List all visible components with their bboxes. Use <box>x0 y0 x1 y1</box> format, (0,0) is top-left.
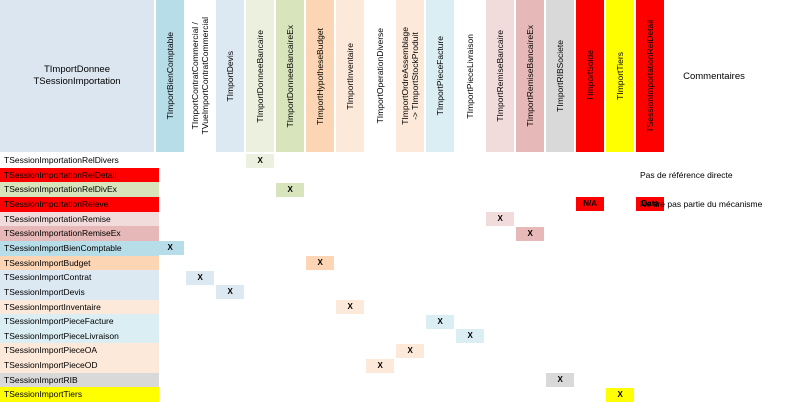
mapping-cell: X <box>486 212 515 227</box>
column-header: TImportSolde <box>576 0 605 152</box>
mapping-cell: X <box>516 226 545 241</box>
row-header: TSessionImportBudget <box>0 255 159 271</box>
mapping-cell: X <box>246 153 275 168</box>
column-header: TImportRemiseBancaire <box>486 0 515 152</box>
mapping-cell: X <box>366 358 395 373</box>
row-header: TSessionImportTiers <box>0 387 159 403</box>
row-header: TSessionImportBienComptable <box>0 240 159 256</box>
column-header: TImportPieceLivraison <box>456 0 485 152</box>
column-header: TImportContratCommercial / TVueImportCon… <box>186 0 215 152</box>
column-header-label: TImportInventaire <box>345 42 356 110</box>
column-header-label: TImportDonneeBancaire <box>255 29 266 123</box>
column-header-label: TImportHypotheseBudget <box>315 27 326 125</box>
row-comment: Pas de référence directe <box>640 169 733 180</box>
column-header: TImportOrdreAssemblage -> TImportStockPr… <box>396 0 425 152</box>
mapping-cell: Data <box>636 197 665 212</box>
row-comment: Ne tire pas partie du mécanisme <box>640 198 763 209</box>
mapping-cell: X <box>426 314 455 329</box>
mapping-cell: X <box>546 373 575 388</box>
column-header-label: TImportRIBSociete <box>555 40 566 112</box>
row-header: TSessionImportationRemise <box>0 211 159 227</box>
column-header-label: TImportRemiseBancaire <box>495 30 506 122</box>
mapping-cell: X <box>186 270 215 285</box>
row-header: TSessionImportationRelDivers <box>0 153 159 168</box>
mapping-cell: X <box>606 387 635 402</box>
mapping-cell: X <box>276 182 305 197</box>
mapping-cell: X <box>336 300 365 314</box>
row-header: TSessionImportPieceOD <box>0 358 159 374</box>
column-header-label: TImportRemiseBancaireEx <box>525 25 536 127</box>
column-header: TImportBienComptable <box>156 0 185 152</box>
column-header: TSessionImportationRelDetail <box>636 0 665 152</box>
column-header: TImportRemiseBancaireEx <box>516 0 545 152</box>
corner-header: TImportDonnee TSessionImportation <box>0 0 154 152</box>
mapping-cell: X <box>456 329 485 344</box>
column-header-label: TImportTiers <box>615 52 626 100</box>
row-header: TSessionImportPieceLivraison <box>0 328 159 344</box>
column-header-label: TImportContratCommercial / TVueImportCon… <box>190 17 211 135</box>
row-header: TSessionImportPieceOA <box>0 343 159 359</box>
comments-header: Commentaires <box>683 70 745 82</box>
column-header-label: TImportOperationDiverse <box>375 28 386 124</box>
mapping-cell: N/A <box>576 197 605 212</box>
row-header: TSessionImportPieceFacture <box>0 314 159 330</box>
row-header: TSessionImportRIB <box>0 372 159 388</box>
row-header: TSessionImportDevis <box>0 284 159 300</box>
column-header: TImportTiers <box>606 0 635 152</box>
row-header: TSessionImportationRelDetail <box>0 167 159 183</box>
corner-line-1: TImportDonnee <box>43 64 110 75</box>
row-header: TSessionImportContrat <box>0 270 159 286</box>
column-header-label: TImportBienComptable <box>165 32 176 120</box>
column-header-label: TImportDevis <box>225 50 236 102</box>
corner-line-2: TSessionImportation <box>33 76 121 87</box>
column-header: TImportInventaire <box>336 0 365 152</box>
column-header-label: TImportOrdreAssemblage -> TImportStockPr… <box>400 27 421 125</box>
column-header-label: TImportPieceFacture <box>435 36 446 116</box>
column-header: TImportOperationDiverse <box>366 0 395 152</box>
row-header: TSessionImportationRemiseEx <box>0 226 159 242</box>
row-header: TSessionImportationReleve <box>0 196 159 212</box>
column-header-label: TImportPieceLivraison <box>465 33 476 119</box>
mapping-cell: X <box>306 256 335 271</box>
column-header: TImportDonneeBancaire <box>246 0 275 152</box>
mapping-cell: X <box>216 285 245 300</box>
column-header: TImportPieceFacture <box>426 0 455 152</box>
mapping-cell: X <box>156 241 185 256</box>
column-header-label: TSessionImportationRelDetail <box>645 19 656 133</box>
column-header-label: TImportSolde <box>585 50 596 102</box>
row-header: TSessionImportationRelDivEx <box>0 182 159 198</box>
column-header: TImportRIBSociete <box>546 0 575 152</box>
column-header: TImportDevis <box>216 0 245 152</box>
column-header-label: TImportDonneeBancaireEx <box>285 24 296 128</box>
row-header: TSessionImportInventaire <box>0 299 159 315</box>
column-header: TImportHypotheseBudget <box>306 0 335 152</box>
mapping-cell: X <box>396 343 425 358</box>
column-header: TImportDonneeBancaireEx <box>276 0 305 152</box>
